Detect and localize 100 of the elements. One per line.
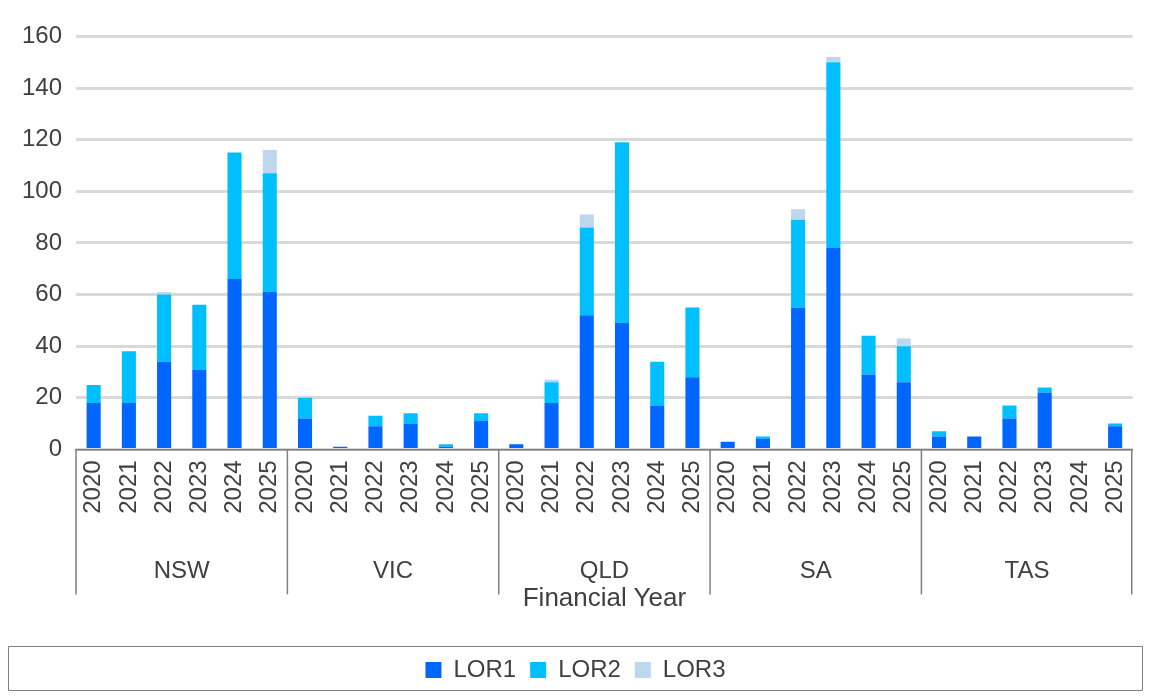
bar xyxy=(614,322,630,448)
x-tick-label: 2022 xyxy=(148,460,176,514)
bar xyxy=(791,307,806,448)
bar xyxy=(579,315,594,448)
x-tick-label: 2023 xyxy=(606,460,634,514)
x-tick-label: 2021 xyxy=(324,460,352,514)
bar xyxy=(931,436,947,448)
bar xyxy=(262,291,277,448)
bar xyxy=(791,219,806,308)
bar xyxy=(121,351,136,403)
bar xyxy=(791,209,806,220)
text: TAS xyxy=(1004,556,1050,584)
x-tick-label: 2022 xyxy=(782,460,810,514)
y-tick-label: 160 xyxy=(22,21,63,49)
bar xyxy=(403,423,418,448)
bar xyxy=(297,397,313,419)
text: SA xyxy=(799,556,832,584)
bar xyxy=(896,338,911,347)
bar xyxy=(755,439,770,448)
y-tick-label: 0 xyxy=(48,434,63,462)
x-tick-label: 2025 xyxy=(677,460,705,514)
x-tick-label: 2023 xyxy=(395,460,423,514)
legend-label: LOR2 xyxy=(558,654,621,682)
x-tick-label: 2020 xyxy=(78,460,106,514)
text: QLD xyxy=(579,556,630,584)
y-tick-label: 80 xyxy=(35,227,63,255)
bar xyxy=(262,149,277,174)
bar xyxy=(262,173,277,292)
x-tick-label: 2023 xyxy=(183,460,211,514)
bar xyxy=(86,384,101,403)
bar xyxy=(544,382,559,403)
bar xyxy=(685,307,700,378)
x-tick-label: 2023 xyxy=(1029,460,1057,514)
legend-label: LOR3 xyxy=(662,654,726,682)
x-tick-label: 2022 xyxy=(360,460,388,514)
bar xyxy=(720,441,735,448)
bar xyxy=(474,421,489,448)
bar xyxy=(896,382,911,448)
bar xyxy=(826,248,841,448)
bar xyxy=(474,413,489,422)
x-tick-label: 2021 xyxy=(747,460,775,514)
bar xyxy=(931,431,947,437)
bar xyxy=(1037,392,1052,448)
x-tick-label: 2025 xyxy=(465,460,493,514)
x-tick-label: 2020 xyxy=(712,460,740,514)
bar xyxy=(967,436,982,448)
bar xyxy=(157,361,172,448)
y-tick-label: 60 xyxy=(35,279,63,307)
x-tick-label: 2024 xyxy=(430,460,458,514)
x-tick-label: 2024 xyxy=(853,460,881,514)
bar xyxy=(227,152,242,280)
x-tick-label: 2022 xyxy=(994,460,1022,514)
bar xyxy=(121,402,136,448)
x-tick-label: 2024 xyxy=(1064,460,1092,514)
bar xyxy=(579,227,594,316)
x-tick-label: 2024 xyxy=(641,460,669,514)
bar xyxy=(826,62,841,249)
bar xyxy=(368,415,383,427)
bar xyxy=(86,402,101,448)
bar xyxy=(297,418,313,448)
bar xyxy=(826,57,841,63)
bar xyxy=(579,214,594,228)
bar xyxy=(368,426,383,448)
y-tick-label: 100 xyxy=(22,175,63,203)
x-tick-label: 2020 xyxy=(923,460,951,514)
text: NSW xyxy=(153,556,211,584)
bar xyxy=(192,369,207,448)
bar xyxy=(157,291,172,295)
bar xyxy=(685,377,700,448)
y-tick-label: 140 xyxy=(22,72,63,100)
x-tick-label: 2021 xyxy=(113,460,141,514)
bar xyxy=(1108,426,1123,448)
x-tick-label: 2024 xyxy=(219,460,247,514)
text: VIC xyxy=(373,556,414,584)
x-tick-label: 2025 xyxy=(1099,460,1127,514)
bar xyxy=(861,335,876,375)
bar xyxy=(896,346,911,383)
x-tick-label: 2020 xyxy=(500,460,528,514)
bar xyxy=(403,413,418,424)
bar xyxy=(650,361,665,406)
bar xyxy=(614,142,630,323)
x-tick-label: 2022 xyxy=(571,460,599,514)
bar xyxy=(192,304,207,370)
bar xyxy=(227,279,242,448)
y-tick-label: 40 xyxy=(35,330,63,358)
bar xyxy=(157,294,172,362)
x-tick-label: 2021 xyxy=(958,460,986,514)
legend-label: LOR1 xyxy=(453,654,517,682)
bar xyxy=(861,374,876,448)
x-tick-label: 2023 xyxy=(817,460,845,514)
y-tick-label: 20 xyxy=(35,382,63,410)
bar xyxy=(1037,387,1052,393)
x-tick-label: 2020 xyxy=(289,460,317,514)
bar xyxy=(650,405,665,448)
bar xyxy=(1002,418,1017,448)
bar xyxy=(509,444,524,448)
bar xyxy=(1002,405,1017,419)
x-tick-label: 2025 xyxy=(254,460,282,514)
bar xyxy=(544,402,559,448)
x-tick-label: 2021 xyxy=(536,460,564,514)
